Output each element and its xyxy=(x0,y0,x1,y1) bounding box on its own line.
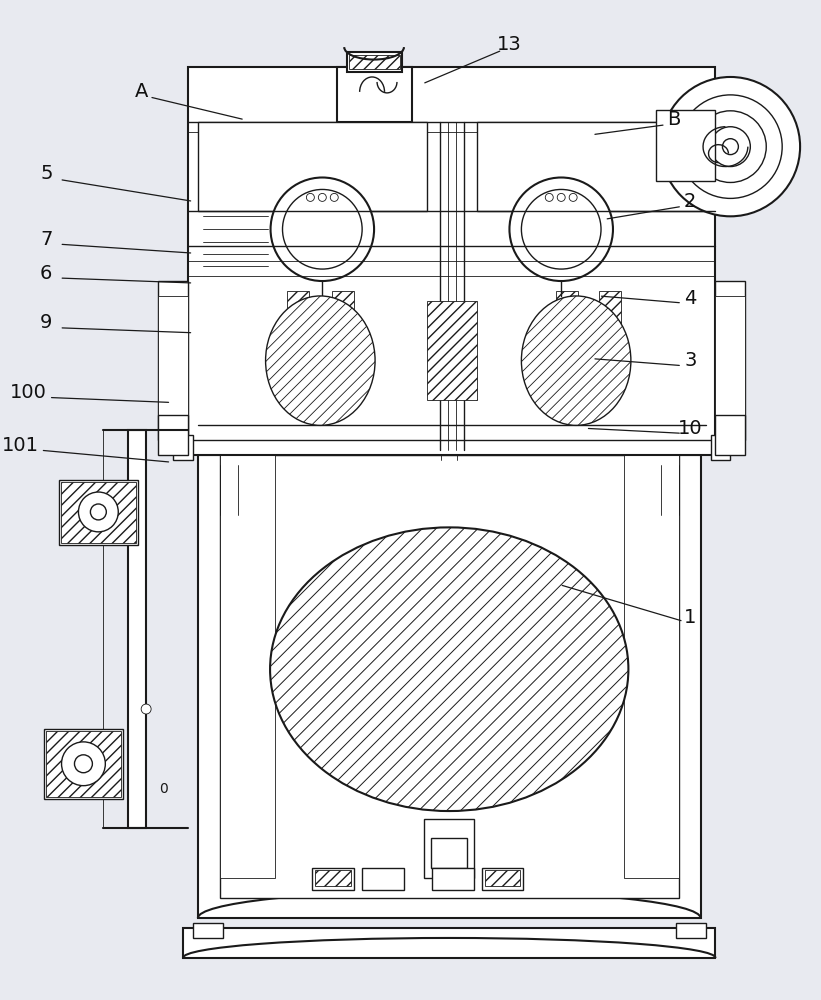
Bar xyxy=(349,55,400,69)
Circle shape xyxy=(695,111,766,182)
Bar xyxy=(158,281,188,440)
Circle shape xyxy=(710,127,750,167)
Bar xyxy=(431,838,467,868)
Bar xyxy=(198,455,700,918)
Circle shape xyxy=(75,755,93,773)
Bar xyxy=(715,296,745,425)
Text: B: B xyxy=(667,110,681,129)
Bar xyxy=(44,729,123,799)
Bar xyxy=(427,301,477,400)
Circle shape xyxy=(722,139,738,155)
Circle shape xyxy=(282,189,362,269)
Bar xyxy=(58,480,138,545)
Circle shape xyxy=(319,193,326,201)
Bar xyxy=(220,455,274,878)
Text: 100: 100 xyxy=(10,383,47,402)
Bar xyxy=(337,67,412,122)
Circle shape xyxy=(62,742,105,786)
Bar xyxy=(715,415,745,455)
Circle shape xyxy=(141,704,151,714)
Bar xyxy=(624,455,679,878)
Bar xyxy=(482,868,523,890)
Text: 1: 1 xyxy=(684,608,696,627)
Circle shape xyxy=(557,193,565,201)
Bar xyxy=(362,868,404,890)
Bar xyxy=(46,731,122,797)
Bar xyxy=(173,435,193,460)
Bar xyxy=(158,296,188,425)
Text: 0: 0 xyxy=(158,782,167,796)
Text: A: A xyxy=(135,82,148,101)
Text: 10: 10 xyxy=(678,419,703,438)
Bar xyxy=(61,482,136,543)
Bar xyxy=(557,291,578,361)
Bar xyxy=(477,122,705,211)
Circle shape xyxy=(510,178,613,281)
Bar xyxy=(188,67,715,455)
Circle shape xyxy=(679,95,782,198)
Text: 101: 101 xyxy=(2,436,39,455)
Bar xyxy=(198,122,427,211)
Circle shape xyxy=(661,77,800,216)
Circle shape xyxy=(90,504,107,520)
Text: 5: 5 xyxy=(40,164,53,183)
Bar xyxy=(312,868,354,890)
Text: 4: 4 xyxy=(684,289,696,308)
Circle shape xyxy=(330,193,338,201)
Bar xyxy=(158,415,188,455)
Bar xyxy=(128,430,146,828)
Bar xyxy=(183,928,715,958)
Text: 7: 7 xyxy=(40,230,53,249)
Bar xyxy=(193,923,222,938)
Circle shape xyxy=(271,178,374,281)
Circle shape xyxy=(79,492,118,532)
Text: 3: 3 xyxy=(684,351,696,370)
Text: 2: 2 xyxy=(684,192,696,211)
Circle shape xyxy=(521,189,601,269)
Text: 13: 13 xyxy=(497,35,521,54)
Ellipse shape xyxy=(265,296,375,425)
Bar xyxy=(715,281,745,440)
Circle shape xyxy=(545,193,553,201)
Circle shape xyxy=(569,193,577,201)
Bar xyxy=(484,870,521,886)
Bar xyxy=(315,870,351,886)
Bar xyxy=(432,868,474,890)
Ellipse shape xyxy=(521,296,631,425)
Bar xyxy=(676,923,705,938)
Bar xyxy=(599,291,621,361)
Bar xyxy=(333,291,354,361)
Text: 9: 9 xyxy=(40,313,53,332)
Circle shape xyxy=(306,193,314,201)
Bar xyxy=(220,455,679,898)
Bar xyxy=(656,110,715,181)
Bar xyxy=(287,291,310,361)
Text: 6: 6 xyxy=(40,264,53,283)
Bar xyxy=(347,52,402,72)
Bar xyxy=(710,435,731,460)
Ellipse shape xyxy=(270,527,628,811)
Bar xyxy=(424,819,474,878)
